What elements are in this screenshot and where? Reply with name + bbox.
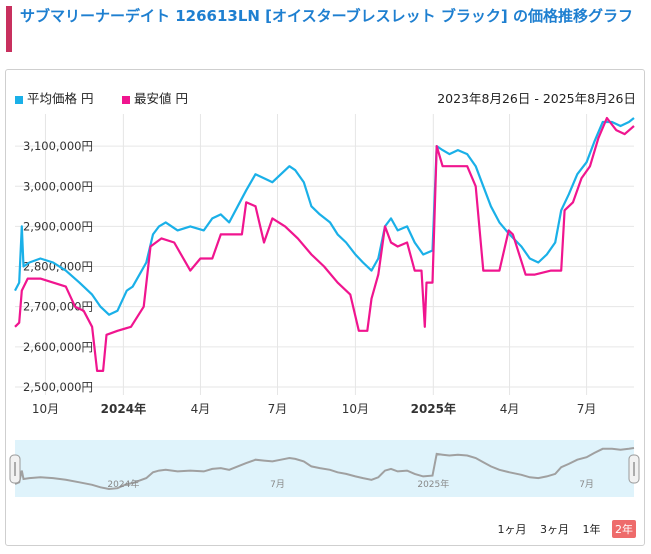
x-tick-label: 7月 bbox=[268, 402, 288, 416]
navigator-line bbox=[14, 447, 635, 491]
page-title: サブマリーナーデイト 126613LN [オイスターブレスレット ブラック] の… bbox=[6, 6, 642, 52]
legend-avg-label: 平均価格 円 bbox=[27, 91, 94, 106]
y-axis: 2,500,000円2,600,000円2,700,000円2,800,000円… bbox=[23, 139, 93, 394]
legend-avg-swatch bbox=[15, 95, 23, 104]
x-tick-label: 4月 bbox=[191, 402, 211, 416]
series-line-min bbox=[14, 116, 635, 372]
range-1y-button[interactable]: 1年 bbox=[582, 523, 601, 536]
legend-avg[interactable]: 平均価格 円 bbox=[15, 88, 93, 107]
x-axis: 10月 2024年 4月 7月 10月 2025年 4月 7月 bbox=[32, 401, 597, 416]
page-title-text: サブマリーナーデイト 126613LN [オイスターブレスレット ブラック] の… bbox=[20, 7, 633, 25]
date-range: 2023年8月26日 - 2025年8月26日 bbox=[437, 91, 636, 106]
legend-min-label: 最安値 円 bbox=[134, 91, 188, 106]
navigator-label: 2024年 bbox=[107, 478, 139, 490]
y-tick-label: 3,000,000円 bbox=[23, 179, 93, 193]
navigator-label: 2025年 bbox=[417, 478, 449, 490]
chart-panel bbox=[5, 69, 645, 546]
y-tick-label: 2,900,000円 bbox=[23, 219, 93, 233]
range-3m-button[interactable]: 3ヶ月 bbox=[540, 523, 569, 536]
x-tick-label: 2024年 bbox=[101, 401, 146, 416]
x-tick-label: 4月 bbox=[500, 402, 520, 416]
y-tick-label: 2,600,000円 bbox=[23, 340, 93, 354]
navigator-label: 7月 bbox=[270, 479, 285, 490]
x-tick-label: 7月 bbox=[577, 402, 597, 416]
chart-lines bbox=[14, 116, 635, 372]
legend-min[interactable]: 最安値 円 bbox=[122, 88, 188, 107]
series-line-avg bbox=[14, 117, 635, 316]
y-tick-label: 2,700,000円 bbox=[23, 300, 93, 314]
legend-min-swatch bbox=[122, 95, 130, 104]
y-tick-label: 3,100,000円 bbox=[23, 139, 93, 153]
range-1m-button[interactable]: 1ヶ月 bbox=[497, 523, 527, 536]
y-tick-label: 2,500,000円 bbox=[23, 380, 93, 394]
x-tick-label: 2025年 bbox=[411, 401, 456, 416]
chart-grid bbox=[15, 114, 634, 395]
x-tick-label: 10月 bbox=[342, 402, 369, 416]
range-2y-button[interactable]: 2年 bbox=[612, 520, 636, 538]
range-selector: 1ヶ月 3ヶ月 1年 2年 bbox=[490, 520, 636, 538]
x-tick-label: 10月 bbox=[32, 402, 59, 416]
navigator: 2024年 7月 2025年 7月 bbox=[9, 440, 640, 497]
navigator-label: 7月 bbox=[579, 479, 594, 490]
